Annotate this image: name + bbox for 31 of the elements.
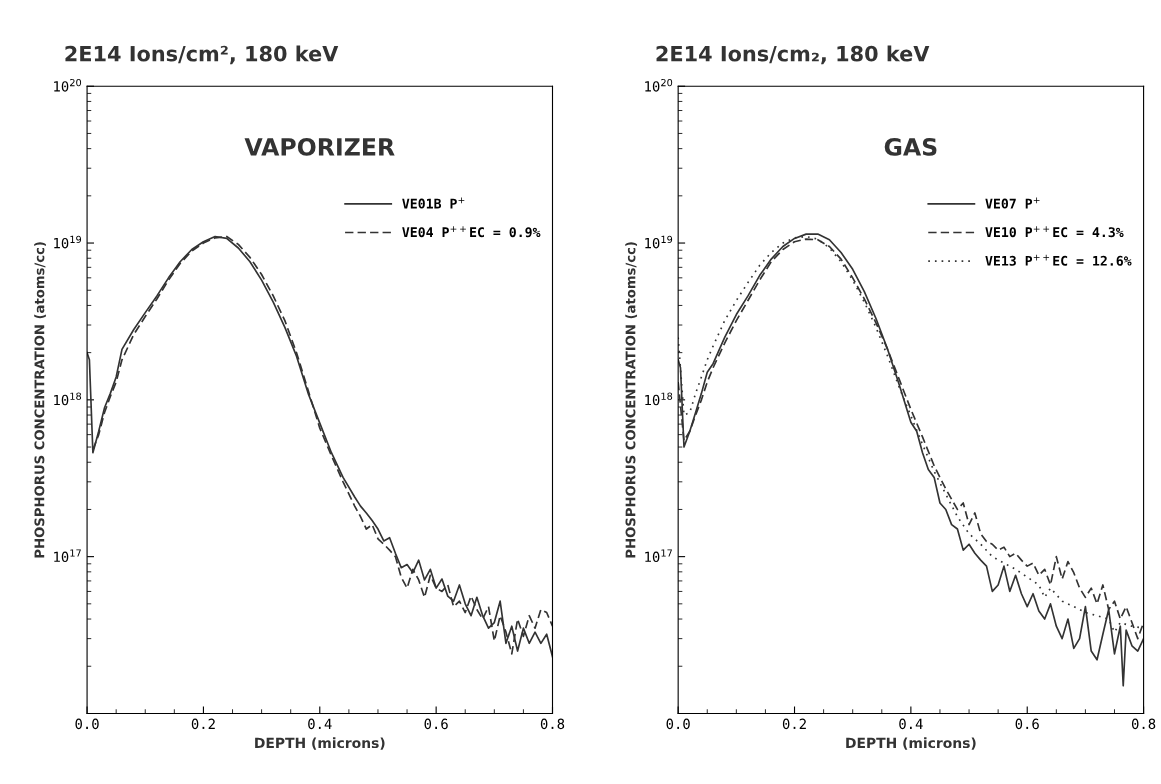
legend-label: VE10 P$^{++}$EC = 4.3% — [985, 226, 1124, 238]
y-tick-label: 10$^{19}$ — [54, 235, 82, 249]
legend-label: VE07 P$^{+}$ — [985, 197, 1040, 209]
x-tick-label: 0.6 — [1015, 718, 1039, 730]
x-tick-label: 0.4 — [899, 718, 923, 730]
y-tick-label: 10$^{18}$ — [54, 392, 82, 406]
annotation: GAS — [884, 137, 937, 156]
x-axis-title: DEPTH (microns) — [846, 737, 976, 750]
y-tick-label: 10$^{17}$ — [54, 549, 81, 563]
x-tick-label: 0.8 — [1131, 718, 1156, 730]
x-tick-label: 0.2 — [782, 718, 806, 730]
chart-title: 2E14 Ions/cm², 180 keV — [65, 45, 339, 65]
legend-label: VE01B P$^{+}$ — [402, 197, 465, 209]
x-tick-label: 0.0 — [75, 718, 99, 730]
y-tick-label: 10$^{18}$ — [645, 392, 673, 406]
y-tick-label: 10$^{19}$ — [645, 235, 673, 249]
x-axis-title: DEPTH (microns) — [255, 737, 385, 750]
x-tick-label: 0.8 — [540, 718, 565, 730]
y-axis-title: PHOSPHORUS CONCENTRATION (atoms/cc) — [625, 242, 638, 558]
y-tick-label: 10$^{20}$ — [54, 78, 82, 92]
legend-label: VE13 P$^{++}$EC = 12.6% — [985, 254, 1132, 266]
y-tick-label: 10$^{20}$ — [645, 78, 673, 92]
chart-title: 2E14 Ions/cm₂, 180 keV — [656, 45, 930, 65]
legend-label: VE04 P$^{++}$EC = 0.9% — [402, 226, 541, 238]
y-axis-title: PHOSPHORUS CONCENTRATION (atoms/cc) — [34, 242, 46, 558]
annotation: VAPORIZER — [244, 137, 395, 156]
y-tick-label: 10$^{17}$ — [645, 549, 672, 563]
x-tick-label: 0.0 — [666, 718, 690, 730]
x-tick-label: 0.2 — [191, 718, 215, 730]
x-tick-label: 0.6 — [424, 718, 448, 730]
x-tick-label: 0.4 — [308, 718, 332, 730]
